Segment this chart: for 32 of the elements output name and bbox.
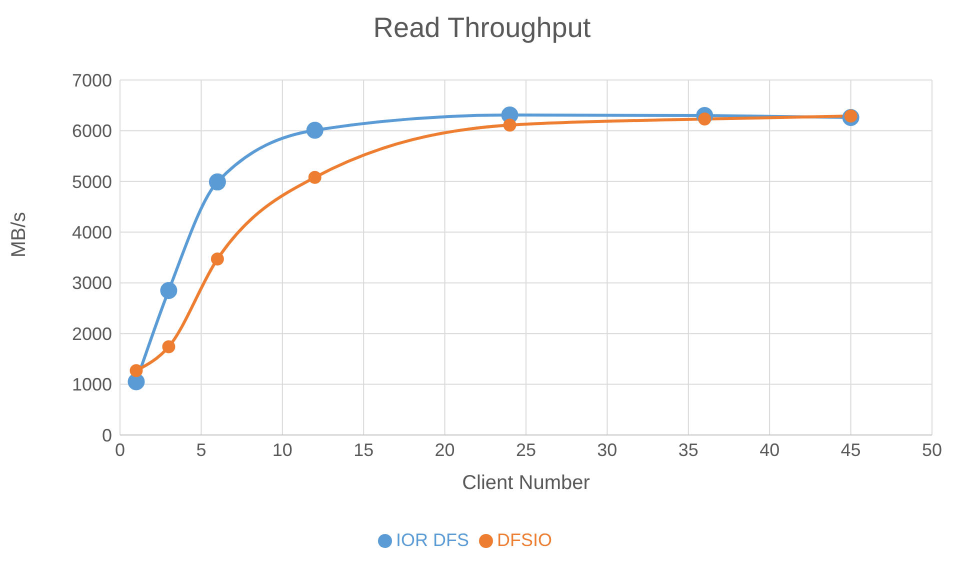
x-tick-label: 15 bbox=[354, 440, 374, 460]
x-tick-label: 50 bbox=[922, 440, 942, 460]
x-tick-label: 30 bbox=[597, 440, 618, 460]
point bbox=[130, 364, 143, 378]
point bbox=[503, 118, 516, 132]
y-tick-label: 1000 bbox=[72, 374, 112, 395]
x-tick-label: 45 bbox=[840, 440, 861, 460]
y-tick-label: 7000 bbox=[72, 70, 112, 90]
y-tick-label: 5000 bbox=[72, 172, 112, 192]
x-axis-title: Client Number bbox=[462, 472, 590, 494]
x-tick-label: 20 bbox=[434, 440, 455, 460]
chart-title: Read Throughput bbox=[372, 12, 592, 44]
x-tick-label: 0 bbox=[114, 440, 126, 460]
y-tick-label: 4000 bbox=[72, 222, 112, 243]
x-tick-label: 10 bbox=[272, 440, 292, 460]
y-axis-title: MB/s bbox=[8, 212, 30, 258]
point bbox=[306, 122, 324, 139]
y-tick-label: 0 bbox=[102, 425, 112, 446]
y-tick-label: 2000 bbox=[72, 324, 112, 344]
x-tick-label: 40 bbox=[760, 440, 780, 460]
point bbox=[208, 173, 226, 190]
legend-label: IOR DFS bbox=[396, 530, 469, 550]
y-tick-label: 6000 bbox=[72, 121, 112, 142]
legend-label: DFSIO bbox=[497, 530, 552, 550]
point bbox=[162, 340, 176, 354]
point bbox=[160, 282, 178, 299]
x-tick-label: 35 bbox=[678, 440, 698, 460]
point bbox=[308, 170, 322, 184]
y-tick-label: 3000 bbox=[72, 273, 112, 294]
x-tick-label: 5 bbox=[196, 440, 206, 460]
point bbox=[210, 252, 224, 266]
x-tick-label: 25 bbox=[516, 440, 536, 460]
